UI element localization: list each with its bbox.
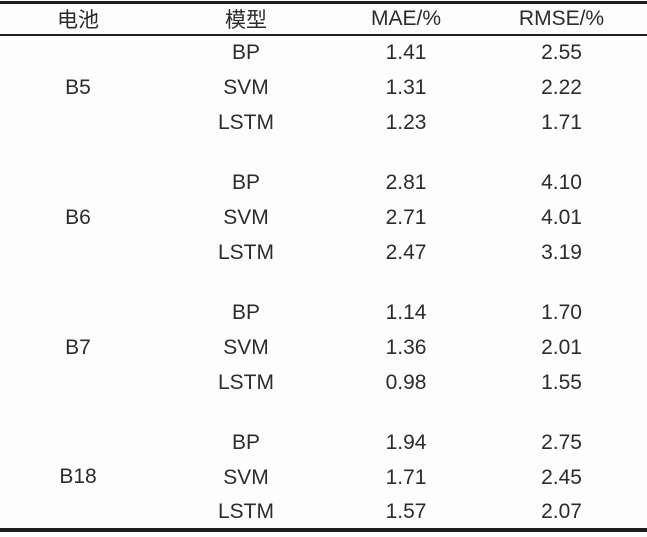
model-cell: SVM xyxy=(223,205,269,229)
model-cell: SVM xyxy=(223,75,269,99)
mae-cell: 2.81 xyxy=(385,170,427,194)
mae-cell: 1.36 xyxy=(385,335,427,359)
mae-cell: 1.14 xyxy=(385,300,427,324)
table-row: SVM 1.31 2.22 xyxy=(0,70,647,105)
col-header-mae: MAE/% xyxy=(370,7,441,30)
rmse-cell: 1.71 xyxy=(541,110,582,134)
mae-cell: 2.71 xyxy=(385,205,427,229)
table-row: B7 BP 1.14 1.70 xyxy=(0,295,647,359)
model-cell: SVM xyxy=(223,465,269,489)
header-row: 电池 模型 MAE/% RMSE/% xyxy=(0,3,647,35)
table-row: SVM 2.71 4.01 xyxy=(0,200,647,235)
mae-cell: 1.23 xyxy=(385,110,427,134)
model-cell: LSTM xyxy=(217,110,274,134)
group-spacer-row xyxy=(0,140,647,165)
rmse-cell: 2.01 xyxy=(541,335,582,359)
battery-cell: B5 xyxy=(65,76,91,99)
rmse-cell: 1.70 xyxy=(541,300,582,324)
battery-cell: B18 xyxy=(59,464,97,488)
table-row: B6 BP 2.81 4.10 xyxy=(0,165,647,229)
model-cell: LSTM xyxy=(217,370,274,394)
spacer-cell xyxy=(0,400,647,425)
table-row: SVM 1.71 2.45 xyxy=(0,460,647,495)
mae-cell: 1.57 xyxy=(385,499,427,523)
mae-cell: 1.41 xyxy=(385,41,427,64)
rmse-cell: 4.10 xyxy=(541,170,582,194)
table-row: B18 BP 1.94 2.75 xyxy=(0,425,647,488)
group-spacer-row xyxy=(0,400,647,425)
spacer-cell xyxy=(0,140,647,165)
rmse-cell: 3.19 xyxy=(541,240,582,264)
mae-cell: 1.71 xyxy=(385,465,427,489)
col-header-battery: 电池 xyxy=(57,9,99,32)
col-header-model: 模型 xyxy=(225,9,267,32)
mae-cell: 2.47 xyxy=(385,240,427,264)
spacer-cell xyxy=(0,270,647,295)
table-row: LSTM 1.23 1.71 xyxy=(0,105,647,140)
model-cell: LSTM xyxy=(217,240,274,264)
model-cell: LSTM xyxy=(217,499,274,523)
rmse-cell: 2.55 xyxy=(541,41,582,64)
mae-cell: 0.98 xyxy=(385,370,427,394)
model-cell: BP xyxy=(231,41,260,64)
model-cell: SVM xyxy=(223,335,269,359)
model-cell: BP xyxy=(231,170,260,194)
table-row: B5 BP 1.41 2.55 xyxy=(0,35,647,99)
rmse-cell: 1.55 xyxy=(541,370,582,394)
rmse-cell: 2.45 xyxy=(541,465,582,489)
rmse-cell: 2.22 xyxy=(541,75,582,99)
model-cell: BP xyxy=(231,430,260,454)
mae-cell: 1.31 xyxy=(385,75,427,99)
table-row: SVM 1.36 2.01 xyxy=(0,330,647,365)
model-cell: BP xyxy=(231,300,260,324)
mae-cell: 1.94 xyxy=(385,430,427,454)
group-spacer-row xyxy=(0,270,647,295)
rmse-cell: 4.01 xyxy=(541,205,582,229)
rmse-cell: 2.07 xyxy=(541,499,582,523)
battery-cell: B7 xyxy=(65,335,91,359)
table-row: LSTM 1.57 2.07 xyxy=(0,495,647,530)
table-row: LSTM 0.98 1.55 xyxy=(0,365,647,400)
rmse-cell: 2.75 xyxy=(541,430,582,454)
battery-cell: B6 xyxy=(65,205,91,229)
table-row: LSTM 2.47 3.19 xyxy=(0,235,647,270)
col-header-rmse: RMSE/% xyxy=(518,7,605,30)
